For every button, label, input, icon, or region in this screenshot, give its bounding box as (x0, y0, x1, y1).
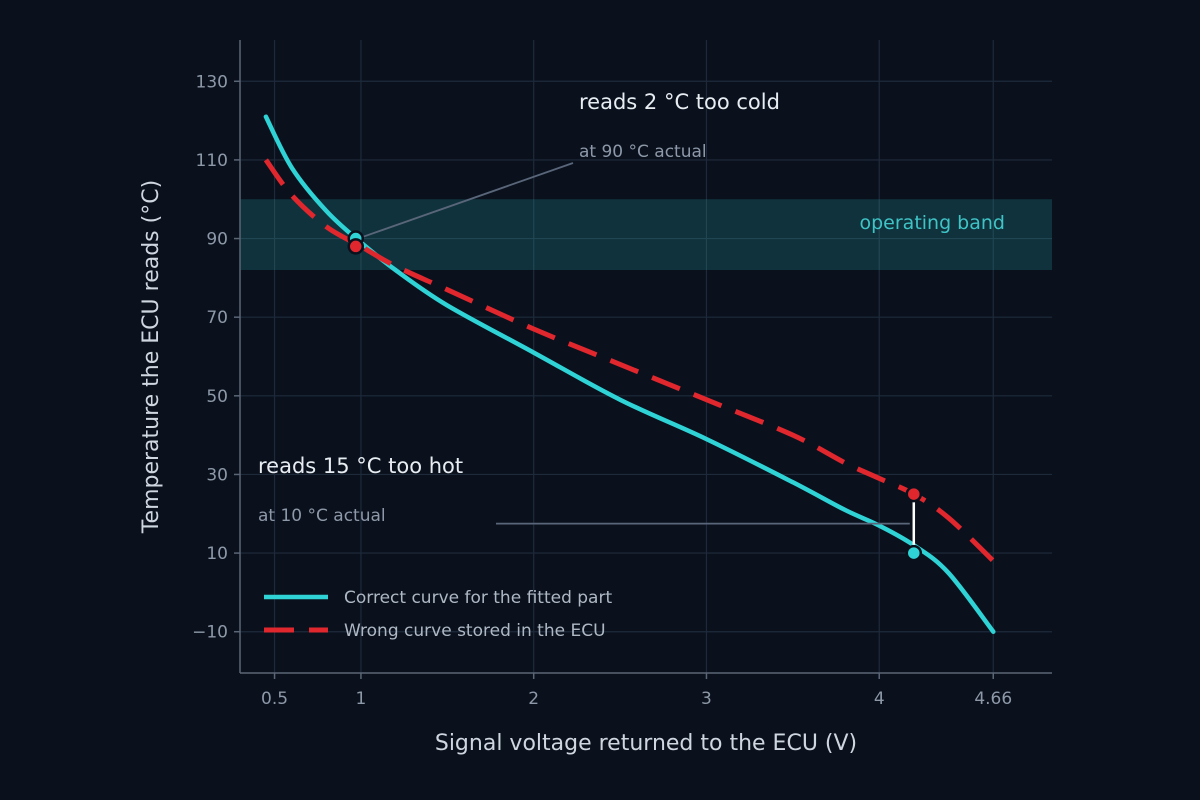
y-tick-label: 90 (206, 230, 228, 250)
y-tick-label: 30 (206, 465, 228, 485)
grid (240, 40, 1052, 673)
x-tick-label: 4 (874, 689, 885, 709)
x-tick-label: 1 (356, 689, 367, 709)
series-line-correct (263, 114, 996, 634)
annotation-subtext-2: at 10 °C actual (258, 506, 386, 526)
band-label: operating band (859, 212, 1005, 234)
band-rect (240, 199, 1052, 271)
y-tick-label: 50 (206, 387, 228, 407)
y-tick-label: 130 (196, 72, 228, 92)
x-tick-label: 0.5 (261, 689, 288, 709)
series-lines (263, 114, 996, 634)
x-tick-label: 4.66 (974, 689, 1012, 709)
x-tick-label: 2 (528, 689, 539, 709)
x-tick-label: 3 (701, 689, 712, 709)
y-axis-title: Temperature the ECU reads (°C) (139, 180, 164, 534)
series-line-wrong (263, 158, 996, 563)
legend-label-wrong: Wrong curve stored in the ECU (344, 621, 606, 641)
y-tick-label: 110 (196, 151, 228, 171)
annotation-leader-1 (363, 162, 574, 238)
marker-wrong (905, 485, 923, 503)
y-tick-label: 10 (206, 544, 228, 564)
markers (347, 230, 923, 562)
legend-label-correct: Correct curve for the fitted part (344, 588, 612, 608)
legend: Correct curve for the fitted part Wrong c… (264, 588, 612, 641)
marker-wrong (347, 238, 365, 255)
x-axis-title: Signal voltage returned to the ECU (V) (435, 731, 857, 756)
y-tick-label: −10 (192, 623, 228, 643)
annotation-text-2: reads 15 °C too hot (258, 454, 463, 478)
annotations: reads 2 °C too cold at 90 °C actual reads … (258, 90, 910, 526)
y-tick-label: 70 (206, 308, 228, 328)
marker-correct (905, 544, 923, 562)
operating-band: operating band (240, 199, 1052, 271)
annotation-text-1: reads 2 °C too cold (579, 90, 780, 114)
annotation-subtext-1: at 90 °C actual (579, 142, 707, 162)
axes: −10 10 30 50 70 90 110 130 0.5 1 2 3 4 4.66 Signal vol… (139, 40, 1052, 756)
